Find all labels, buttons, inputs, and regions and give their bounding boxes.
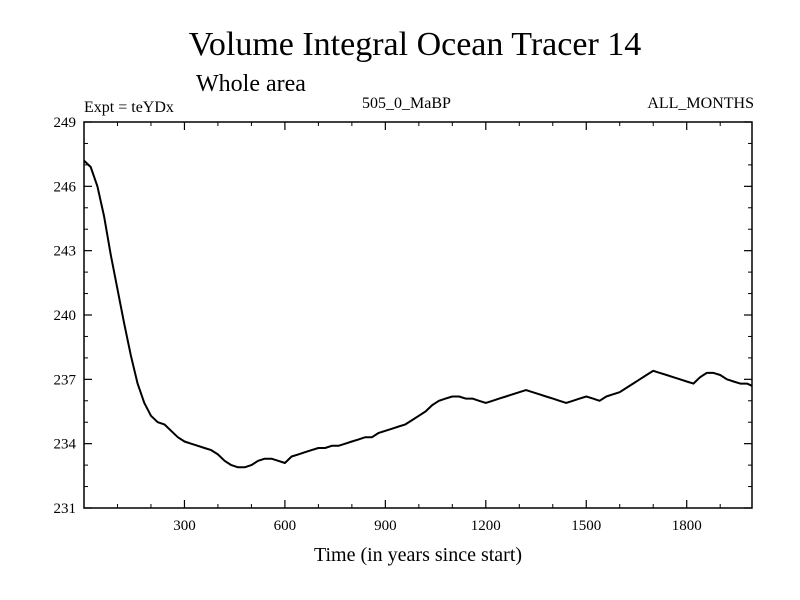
series-line [83, 159, 753, 469]
months-label: ALL_MONTHS [647, 95, 754, 112]
x-tick-label: 900 [374, 518, 397, 534]
x-tick-label: 1500 [571, 518, 601, 534]
chart-subtitle: Whole area [196, 71, 306, 97]
x-tick-label: 1800 [672, 518, 702, 534]
plot-frame [83, 121, 753, 509]
y-tick-label: 237 [54, 372, 77, 388]
chart-title: Volume Integral Ocean Tracer 14 [188, 26, 642, 63]
y-tick-label: 231 [54, 501, 77, 517]
ticks-group: 300 600 900 1200 1500 1800 231 234 237 240 243 246 2… [54, 115, 752, 534]
x-tick-label: 1200 [471, 518, 501, 534]
y-tick-label: 246 [54, 179, 77, 195]
y-tick-label: 234 [54, 437, 77, 453]
experiment-label: Expt = teYDx [84, 99, 174, 116]
x-tick-label: 300 [173, 518, 196, 534]
y-tick-label: 249 [54, 115, 77, 131]
y-tick-label: 243 [54, 244, 77, 260]
y-tick-label: 240 [54, 308, 77, 324]
axes-group [83, 121, 753, 509]
x-axis-label: Time (in years since start) [314, 544, 522, 566]
period-label: 505_0_MaBP [362, 95, 451, 112]
x-tick-label: 600 [274, 518, 297, 534]
series-group [83, 159, 753, 469]
